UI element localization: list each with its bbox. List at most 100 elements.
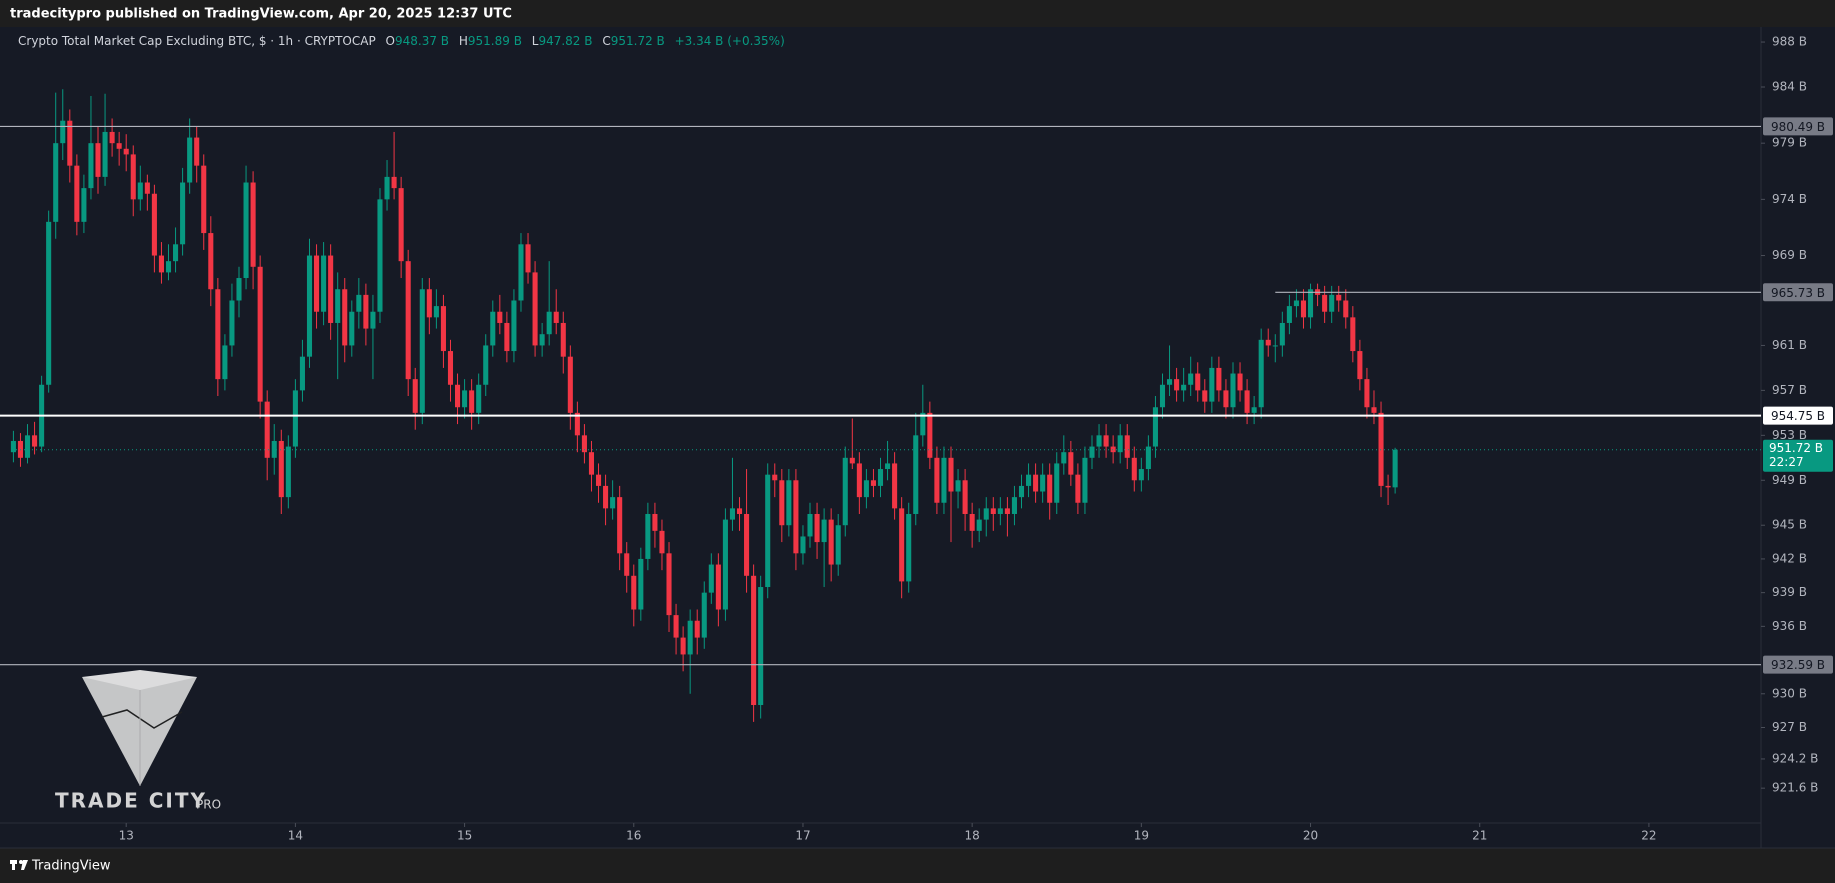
- candle-body: [885, 463, 891, 470]
- candle-body: [638, 558, 644, 610]
- candle-body: [398, 188, 404, 262]
- candle-body: [215, 289, 221, 380]
- y-tick-label: 974 B: [1772, 192, 1807, 206]
- candle-body: [1096, 435, 1102, 447]
- candle-body: [1061, 452, 1067, 464]
- candle-body: [1117, 435, 1123, 453]
- candle-body: [1378, 412, 1384, 486]
- candle-body: [892, 463, 898, 509]
- watermark-suffix: PRO: [196, 798, 221, 812]
- x-tick-label: 17: [795, 829, 810, 843]
- candle-body: [567, 356, 573, 413]
- candle-body: [1322, 294, 1328, 312]
- candle-body: [405, 261, 411, 380]
- candle-body: [271, 440, 277, 458]
- candle-body: [934, 457, 940, 503]
- candle-body: [391, 176, 397, 189]
- candle-body: [758, 587, 764, 706]
- candle-body: [1350, 317, 1356, 352]
- candle-body: [631, 575, 637, 610]
- candle-body: [645, 513, 651, 559]
- candle-body: [201, 165, 207, 234]
- candle-body: [948, 457, 954, 492]
- candle-body: [617, 497, 623, 554]
- legend-value: 948.37 B: [395, 34, 449, 48]
- candle-body: [793, 480, 799, 554]
- candle-body: [652, 513, 658, 531]
- candle-body: [1209, 367, 1215, 402]
- candle-body: [490, 311, 496, 346]
- candle-body: [736, 508, 743, 514]
- candle-body: [426, 289, 432, 318]
- candle-body: [751, 575, 757, 706]
- candle-body: [1145, 446, 1151, 470]
- candle-body: [229, 300, 235, 346]
- candle-body: [906, 513, 912, 582]
- header-text: tradecitypro published on TradingView.co…: [10, 7, 512, 22]
- candle-body: [1265, 339, 1271, 346]
- candle-body: [814, 513, 820, 543]
- candle-body: [1188, 373, 1194, 385]
- candle-body: [1307, 289, 1314, 318]
- candle-body: [208, 233, 214, 290]
- candle-body: [165, 261, 172, 273]
- candle-body: [1385, 485, 1391, 488]
- y-tick-label: 930 B: [1772, 686, 1807, 700]
- candle-body: [659, 530, 665, 554]
- candle-body: [863, 480, 869, 498]
- candle-body: [236, 278, 242, 301]
- candle-body: [1011, 497, 1017, 514]
- watermark-brand: TRADE CITY: [55, 789, 207, 813]
- candle-body: [250, 182, 256, 267]
- candle-body: [729, 508, 736, 520]
- candle-body: [673, 615, 679, 638]
- y-tick-label: 957 B: [1772, 383, 1807, 397]
- candle-body: [1279, 322, 1285, 346]
- candle-body: [955, 480, 961, 492]
- y-tick-label: 942 B: [1772, 551, 1807, 565]
- candle-body: [835, 525, 841, 565]
- candle-body: [610, 497, 616, 509]
- y-tick-label: 927 B: [1772, 720, 1807, 734]
- y-tick-label: 936 B: [1772, 619, 1807, 633]
- candle-body: [574, 412, 580, 436]
- candle-body: [328, 255, 334, 323]
- candle-body: [151, 193, 157, 256]
- candle-body: [264, 401, 270, 458]
- candle-body: [123, 148, 129, 155]
- candle-body: [588, 452, 595, 475]
- candle-body: [476, 384, 482, 413]
- legend-change: +3.34 B (+0.35%): [675, 34, 785, 48]
- y-tick-label: 945 B: [1772, 518, 1807, 532]
- candle-body: [60, 120, 66, 144]
- candle-body: [440, 306, 446, 352]
- legend-value: 951.89 B: [468, 34, 522, 48]
- candle-body: [1216, 367, 1222, 391]
- candle-body: [384, 176, 390, 200]
- candle-body: [116, 143, 122, 149]
- watermark: TRADE CITY PRO: [55, 670, 221, 813]
- x-tick-label: 13: [119, 829, 134, 843]
- candle-body: [46, 221, 52, 385]
- candle-body: [1152, 407, 1158, 447]
- candle-body: [1004, 508, 1010, 514]
- candle-body: [539, 334, 545, 346]
- candle-body: [708, 564, 714, 593]
- candle-body: [180, 182, 186, 245]
- candle-body: [1159, 384, 1166, 408]
- candle-body: [1300, 300, 1307, 318]
- y-tick-label: 961 B: [1772, 338, 1807, 352]
- logo-top: [82, 670, 197, 690]
- candle-body: [1293, 300, 1299, 307]
- candle-body: [701, 592, 707, 638]
- candle-body: [553, 311, 559, 323]
- y-tick-label: 924.2 B: [1772, 751, 1818, 765]
- candle-body: [349, 311, 355, 346]
- candle-body: [377, 199, 383, 312]
- candle-body: [1033, 474, 1039, 492]
- candle-body: [158, 255, 164, 273]
- level-label-box: [1763, 283, 1833, 302]
- candle-body: [983, 508, 989, 520]
- y-tick-label: 953 B: [1772, 428, 1807, 442]
